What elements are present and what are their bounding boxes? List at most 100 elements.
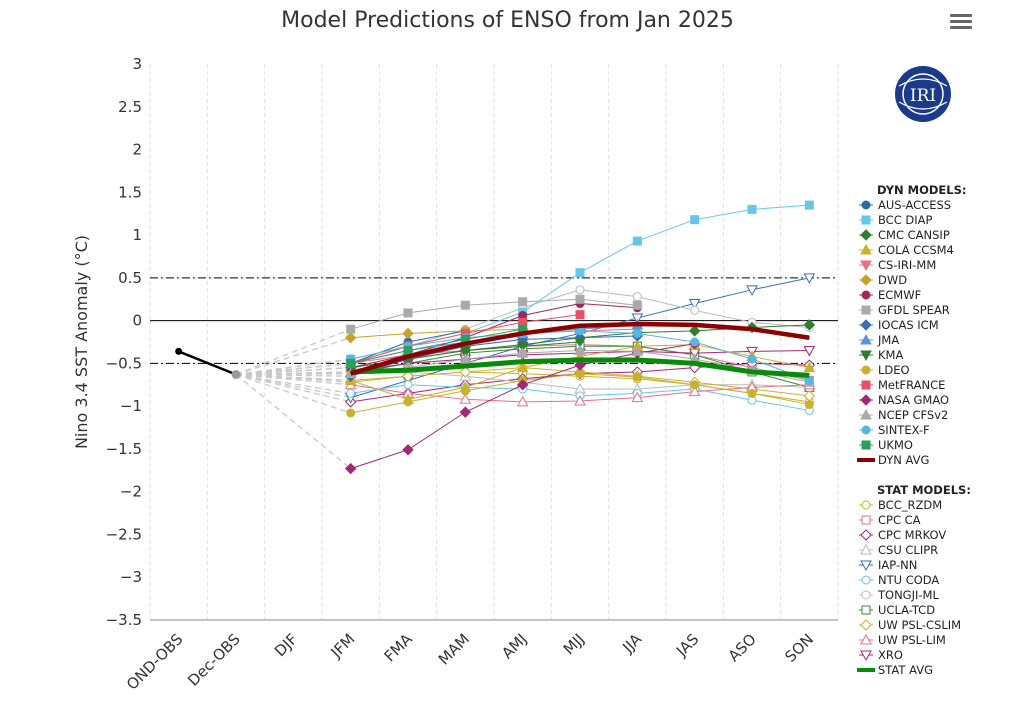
- observed-to-forecast-connector: [235, 371, 351, 376]
- series-marker: [804, 399, 814, 409]
- series-marker: [860, 350, 872, 362]
- series-marker: [803, 361, 816, 373]
- iri-logo: IRI: [893, 64, 953, 129]
- series-marker: [861, 605, 871, 615]
- y-tick-label: 0.5: [118, 269, 142, 287]
- legend-item-label: UKMO: [878, 438, 913, 452]
- x-tick-label: JJA: [618, 630, 645, 657]
- observed-to-forecast-connector: [235, 358, 351, 376]
- legend-item-label: AUS-ACCESS: [878, 198, 951, 212]
- legend-item-label: CMC CANSIP: [878, 228, 950, 242]
- series-marker: [803, 346, 816, 357]
- series-marker: [632, 300, 642, 310]
- x-tick-label: ASO: [725, 630, 760, 665]
- svg-text:IRI: IRI: [910, 86, 936, 106]
- series-marker: [516, 347, 529, 358]
- series-marker: [403, 397, 413, 407]
- legend-header-dyn: DYN MODELS:: [877, 183, 967, 197]
- series-marker: [747, 204, 757, 214]
- hamburger-icon-bar: [950, 20, 972, 23]
- series-marker: [860, 274, 872, 286]
- series-marker: [631, 391, 644, 403]
- series-marker: [860, 543, 872, 555]
- observed-to-forecast-connector: [235, 373, 351, 377]
- observed-point: [175, 347, 183, 355]
- legend-item-label: UW PSL-LIM: [878, 633, 946, 647]
- legend-item-label: BCC DIAP: [878, 213, 933, 227]
- legend-item-label: JMA: [877, 333, 899, 347]
- series-line: [350, 328, 523, 364]
- series-marker: [632, 236, 642, 246]
- y-tick-label: 1.5: [118, 183, 142, 201]
- legend-item-label: NTU CODA: [878, 573, 939, 587]
- series-line: [350, 335, 638, 377]
- series-marker: [688, 385, 701, 397]
- series-marker: [402, 444, 414, 456]
- x-tick-label: JFM: [327, 630, 359, 662]
- series-marker: [860, 650, 872, 662]
- observed-to-forecast-connector: [235, 371, 351, 376]
- observed-to-forecast-connector: [235, 373, 351, 383]
- hamburger-icon-bar: [950, 14, 972, 17]
- y-tick-label: 2.5: [118, 98, 142, 116]
- series-marker: [747, 354, 757, 364]
- series-marker: [804, 375, 814, 385]
- chart-title: Model Predictions of ENSO from Jan 2025: [281, 8, 734, 33]
- x-tick-label: SON: [781, 630, 817, 666]
- average-line: [350, 321, 810, 376]
- grid: [149, 64, 839, 620]
- series-marker: [632, 328, 642, 338]
- series-marker: [346, 324, 356, 334]
- observed-to-forecast-connector: [235, 373, 351, 382]
- observed-to-forecast-connector: [235, 358, 351, 376]
- chart-menu-button[interactable]: [950, 14, 972, 34]
- series-marker: [860, 243, 872, 255]
- series-marker: [861, 290, 871, 300]
- hamburger-icon-bar: [950, 26, 972, 29]
- x-tick-label: JAS: [672, 630, 702, 660]
- legend-item-label: DWD: [878, 273, 907, 287]
- series-marker: [861, 365, 871, 375]
- series-line: [350, 328, 523, 339]
- y-tick-label: −2: [120, 483, 142, 501]
- observed-point: [231, 370, 241, 380]
- series-marker: [860, 319, 872, 331]
- observed-to-forecast-connector: [235, 328, 351, 376]
- series-line: [350, 298, 638, 330]
- observed-to-forecast-connector: [235, 367, 351, 376]
- series-marker: [688, 325, 701, 337]
- legend-item-label: DYN AVG: [878, 453, 929, 467]
- series-marker: [516, 379, 529, 391]
- series-marker: [402, 327, 414, 340]
- observed-to-forecast-connector: [235, 367, 351, 376]
- series-marker: [516, 395, 529, 407]
- x-tick-label: OND-OBS: [123, 630, 186, 693]
- series-marker: [861, 200, 871, 210]
- iri-logo-icon: IRI: [895, 66, 951, 122]
- y-tick-label: −1.5: [106, 440, 142, 458]
- y-axis-title: Nino 3.4 SST Anomaly (°C): [72, 235, 91, 449]
- series-marker: [861, 425, 871, 435]
- series-marker: [402, 370, 414, 382]
- series-marker: [860, 394, 872, 406]
- series-marker: [690, 380, 700, 390]
- series-marker: [860, 619, 872, 631]
- series-marker: [460, 300, 470, 310]
- legend-item-label: IOCAS ICM: [878, 318, 939, 332]
- series-marker: [860, 408, 872, 420]
- series-marker: [860, 560, 872, 572]
- legend-header-stat: STAT MODELS:: [877, 483, 971, 497]
- series-marker: [690, 305, 700, 315]
- observed-to-forecast-connector: [235, 372, 351, 376]
- series-marker: [575, 369, 585, 379]
- series-marker: [803, 319, 816, 331]
- average-line: [350, 357, 810, 378]
- legend-item-label: CPC MRKOV: [878, 528, 946, 542]
- series-marker: [804, 200, 814, 210]
- series-marker: [574, 359, 586, 371]
- series-marker: [344, 332, 357, 344]
- series-marker: [861, 515, 871, 525]
- series-marker: [746, 285, 758, 296]
